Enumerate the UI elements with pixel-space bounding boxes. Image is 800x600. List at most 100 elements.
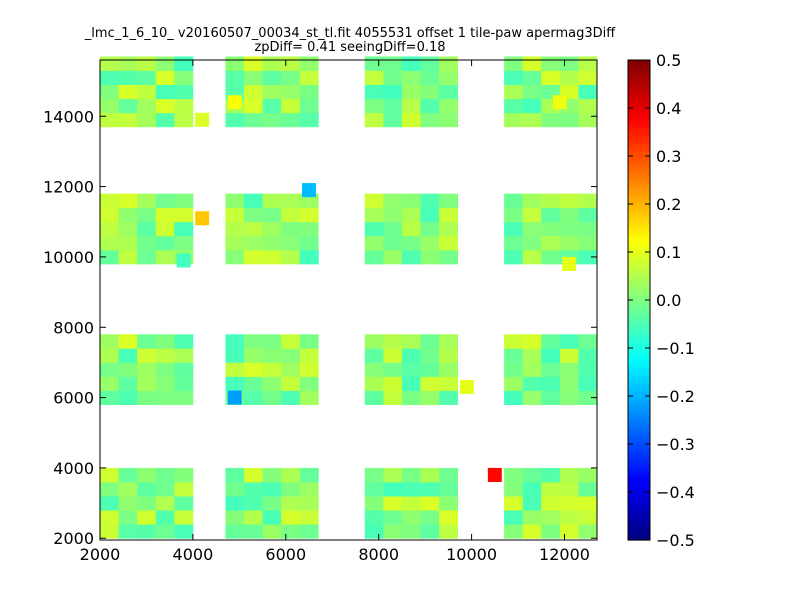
heatmap-cell bbox=[578, 70, 598, 86]
heatmap-cell bbox=[137, 390, 157, 406]
colorbar-segment bbox=[628, 408, 650, 413]
colorbar-segment bbox=[628, 140, 650, 145]
heatmap-cells bbox=[100, 56, 598, 539]
heatmap-cell bbox=[578, 84, 598, 100]
heatmap-cell bbox=[522, 70, 542, 86]
colorbar-segment bbox=[628, 420, 650, 425]
colorbar-tick-label: −0.1 bbox=[656, 339, 695, 358]
colorbar-tick-label: 0.3 bbox=[656, 147, 681, 166]
colorbar-segment bbox=[628, 524, 650, 529]
heatmap-cell bbox=[174, 112, 194, 128]
heatmap-cell bbox=[137, 207, 157, 223]
heatmap-cell bbox=[174, 376, 194, 391]
heatmap-cell bbox=[578, 348, 598, 363]
heatmap-cell bbox=[155, 334, 175, 349]
heatmap-cell bbox=[174, 98, 194, 114]
colorbar-tick-label: 0.2 bbox=[656, 195, 681, 214]
heatmap-cell bbox=[137, 467, 157, 483]
heatmap-cell bbox=[504, 348, 524, 363]
heatmap-cell bbox=[118, 348, 138, 363]
heatmap-cell bbox=[420, 221, 440, 237]
heatmap-cell bbox=[281, 362, 301, 377]
colorbar-segment bbox=[628, 444, 650, 449]
heatmap-cell bbox=[559, 510, 579, 525]
heatmap-cell bbox=[420, 235, 440, 251]
heatmap-cell bbox=[504, 334, 524, 349]
colorbar-segment bbox=[628, 424, 650, 429]
colorbar-segment bbox=[628, 260, 650, 265]
heatmap-cell bbox=[559, 112, 579, 128]
heatmap-cell bbox=[262, 496, 282, 511]
heatmap-cell bbox=[174, 390, 194, 406]
heatmap-cell bbox=[559, 207, 579, 223]
colorbar-segment bbox=[628, 460, 650, 465]
heatmap-cell bbox=[541, 362, 561, 377]
heatmap-cell bbox=[243, 193, 263, 209]
colorbar-segment bbox=[628, 508, 650, 513]
heatmap-cell bbox=[522, 376, 542, 391]
heatmap-cell bbox=[155, 221, 175, 237]
heatmap-cell bbox=[541, 390, 561, 406]
heatmap-cell bbox=[578, 524, 598, 539]
heatmap-cell bbox=[420, 112, 440, 128]
heatmap-cell bbox=[401, 510, 421, 525]
heatmap-cell bbox=[243, 84, 263, 100]
heatmap-cell bbox=[439, 207, 459, 223]
heatmap-cell bbox=[504, 510, 524, 525]
heatmap-cell bbox=[281, 510, 301, 525]
heatmap-cell bbox=[262, 334, 282, 349]
colorbar-segment bbox=[628, 448, 650, 453]
heatmap-cell bbox=[262, 70, 282, 86]
heatmap-cell bbox=[243, 348, 263, 363]
colorbar-tick-label: −0.3 bbox=[656, 435, 695, 454]
heatmap-cell bbox=[439, 467, 459, 483]
colorbar-segment bbox=[628, 232, 650, 237]
heatmap-cell bbox=[504, 481, 524, 497]
heatmap-cell bbox=[225, 112, 245, 128]
colorbar-segment bbox=[628, 496, 650, 501]
heatmap-cell bbox=[155, 376, 175, 391]
heatmap-cell bbox=[401, 524, 421, 539]
heatmap-cell bbox=[225, 193, 245, 209]
heatmap-cell bbox=[578, 496, 598, 511]
heatmap-cell bbox=[243, 390, 263, 406]
heatmap-cell bbox=[137, 56, 157, 71]
heatmap-cell bbox=[541, 193, 561, 209]
colorbar-segment bbox=[628, 428, 650, 433]
heatmap-cell bbox=[155, 56, 175, 71]
heatmap-cell bbox=[243, 481, 263, 497]
colorbar-tick-label: 0.0 bbox=[656, 291, 681, 310]
heatmap-cell bbox=[383, 98, 403, 114]
heatmap-cell bbox=[174, 496, 194, 511]
x-tick-label: 4000 bbox=[173, 545, 214, 564]
heatmap-cell bbox=[439, 376, 459, 391]
heatmap-cell bbox=[137, 193, 157, 209]
heatmap-cell bbox=[383, 221, 403, 237]
heatmap-cell bbox=[118, 334, 138, 349]
heatmap-cell bbox=[299, 362, 319, 377]
heatmap-cell bbox=[155, 249, 175, 265]
colorbar-segment bbox=[628, 396, 650, 401]
colorbar-segment bbox=[628, 280, 650, 285]
heatmap-cell bbox=[225, 496, 245, 511]
heatmap-cell bbox=[225, 510, 245, 525]
heatmap-cell bbox=[383, 235, 403, 251]
heatmap-cell bbox=[559, 235, 579, 251]
colorbar-segment bbox=[628, 168, 650, 173]
heatmap-cell bbox=[174, 193, 194, 209]
heatmap-cell bbox=[401, 467, 421, 483]
colorbar-segment bbox=[628, 84, 650, 89]
heatmap-cell bbox=[420, 481, 440, 497]
colorbar-segment bbox=[628, 256, 650, 261]
colorbar-segment bbox=[628, 480, 650, 485]
heatmap-cell bbox=[578, 249, 598, 265]
heatmap-cell bbox=[364, 235, 384, 251]
heatmap-cell bbox=[578, 235, 598, 251]
colorbar-segment bbox=[628, 228, 650, 233]
heatmap-cell bbox=[155, 390, 175, 406]
heatmap-cell bbox=[401, 84, 421, 100]
heatmap-cell bbox=[541, 376, 561, 391]
heatmap-cell bbox=[299, 193, 319, 209]
colorbar-segment bbox=[628, 320, 650, 325]
heatmap-cell bbox=[559, 70, 579, 86]
